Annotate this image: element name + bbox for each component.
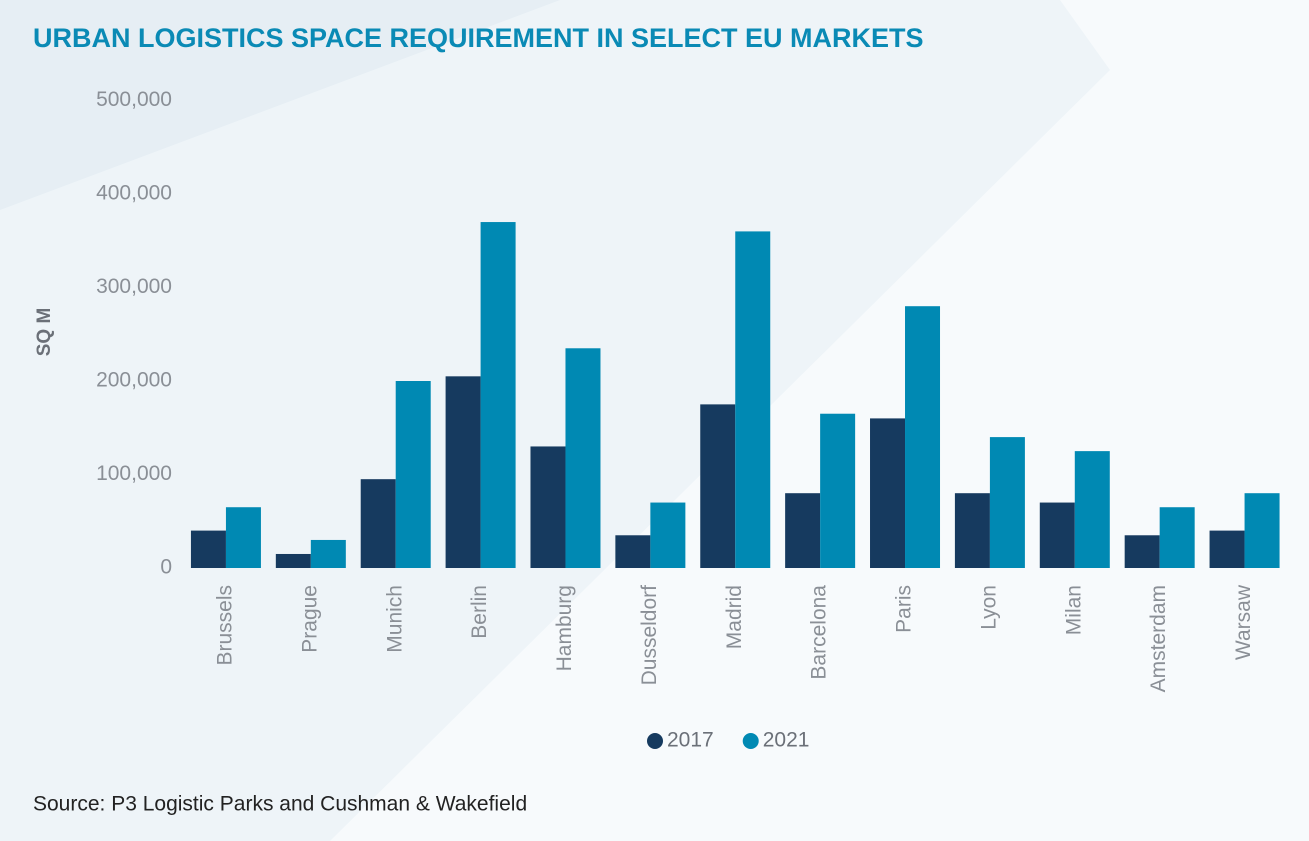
bar bbox=[870, 418, 906, 568]
x-tick-label: Prague bbox=[298, 585, 321, 653]
legend-label: 2017 bbox=[667, 729, 714, 752]
bar bbox=[480, 222, 516, 569]
bar bbox=[1039, 502, 1075, 568]
bar bbox=[735, 231, 771, 568]
bar bbox=[1159, 507, 1195, 568]
bar bbox=[225, 507, 261, 568]
x-tick-label: Berlin bbox=[468, 585, 491, 639]
bar bbox=[1074, 451, 1110, 568]
bar bbox=[700, 404, 736, 568]
x-tick-label: Paris bbox=[893, 585, 916, 633]
bar bbox=[615, 535, 651, 568]
x-tick-label: Amsterdam bbox=[1147, 585, 1170, 692]
x-tick-label: Barcelona bbox=[808, 585, 831, 680]
bar bbox=[785, 493, 821, 568]
x-tick-label: Brussels bbox=[213, 585, 236, 666]
background-shape bbox=[0, 0, 560, 210]
y-tick-label: 500,000 bbox=[96, 88, 172, 111]
y-tick-label: 100,000 bbox=[96, 462, 172, 485]
x-tick-label: Hamburg bbox=[553, 585, 576, 671]
legend-marker bbox=[647, 733, 663, 749]
bar bbox=[954, 493, 990, 568]
bar bbox=[650, 502, 686, 568]
background-shape bbox=[0, 0, 1110, 841]
bar bbox=[530, 446, 566, 568]
bar bbox=[565, 348, 601, 568]
legend-marker bbox=[742, 733, 759, 749]
y-tick-label: 400,000 bbox=[96, 182, 172, 205]
bar bbox=[905, 306, 941, 568]
x-tick-label: Lyon bbox=[977, 585, 1000, 630]
bar bbox=[275, 553, 311, 568]
bar bbox=[395, 381, 431, 568]
chart-title: URBAN LOGISTICS SPACE REQUIREMENT IN SEL… bbox=[33, 23, 924, 53]
y-tick-label: 0 bbox=[160, 556, 172, 579]
bar bbox=[360, 479, 396, 568]
y-axis-label: SQ M bbox=[34, 308, 55, 357]
x-tick-label: Dusseldorf bbox=[638, 585, 661, 686]
y-tick-label: 200,000 bbox=[96, 369, 172, 392]
y-tick-label: 300,000 bbox=[96, 275, 172, 298]
x-tick-label: Munich bbox=[383, 585, 406, 653]
source-note: Source: P3 Logistic Parks and Cushman & … bbox=[33, 793, 527, 816]
x-tick-label: Milan bbox=[1062, 585, 1085, 635]
bar bbox=[445, 376, 481, 568]
bar bbox=[989, 437, 1025, 568]
bar bbox=[310, 539, 346, 568]
x-tick-label: Warsaw bbox=[1232, 584, 1255, 660]
bar bbox=[1244, 493, 1280, 568]
x-tick-label: Madrid bbox=[723, 585, 746, 649]
bar bbox=[1209, 530, 1245, 568]
bar bbox=[190, 530, 226, 568]
legend-label: 2021 bbox=[763, 729, 810, 752]
bar bbox=[1124, 535, 1160, 568]
bar bbox=[820, 413, 856, 568]
